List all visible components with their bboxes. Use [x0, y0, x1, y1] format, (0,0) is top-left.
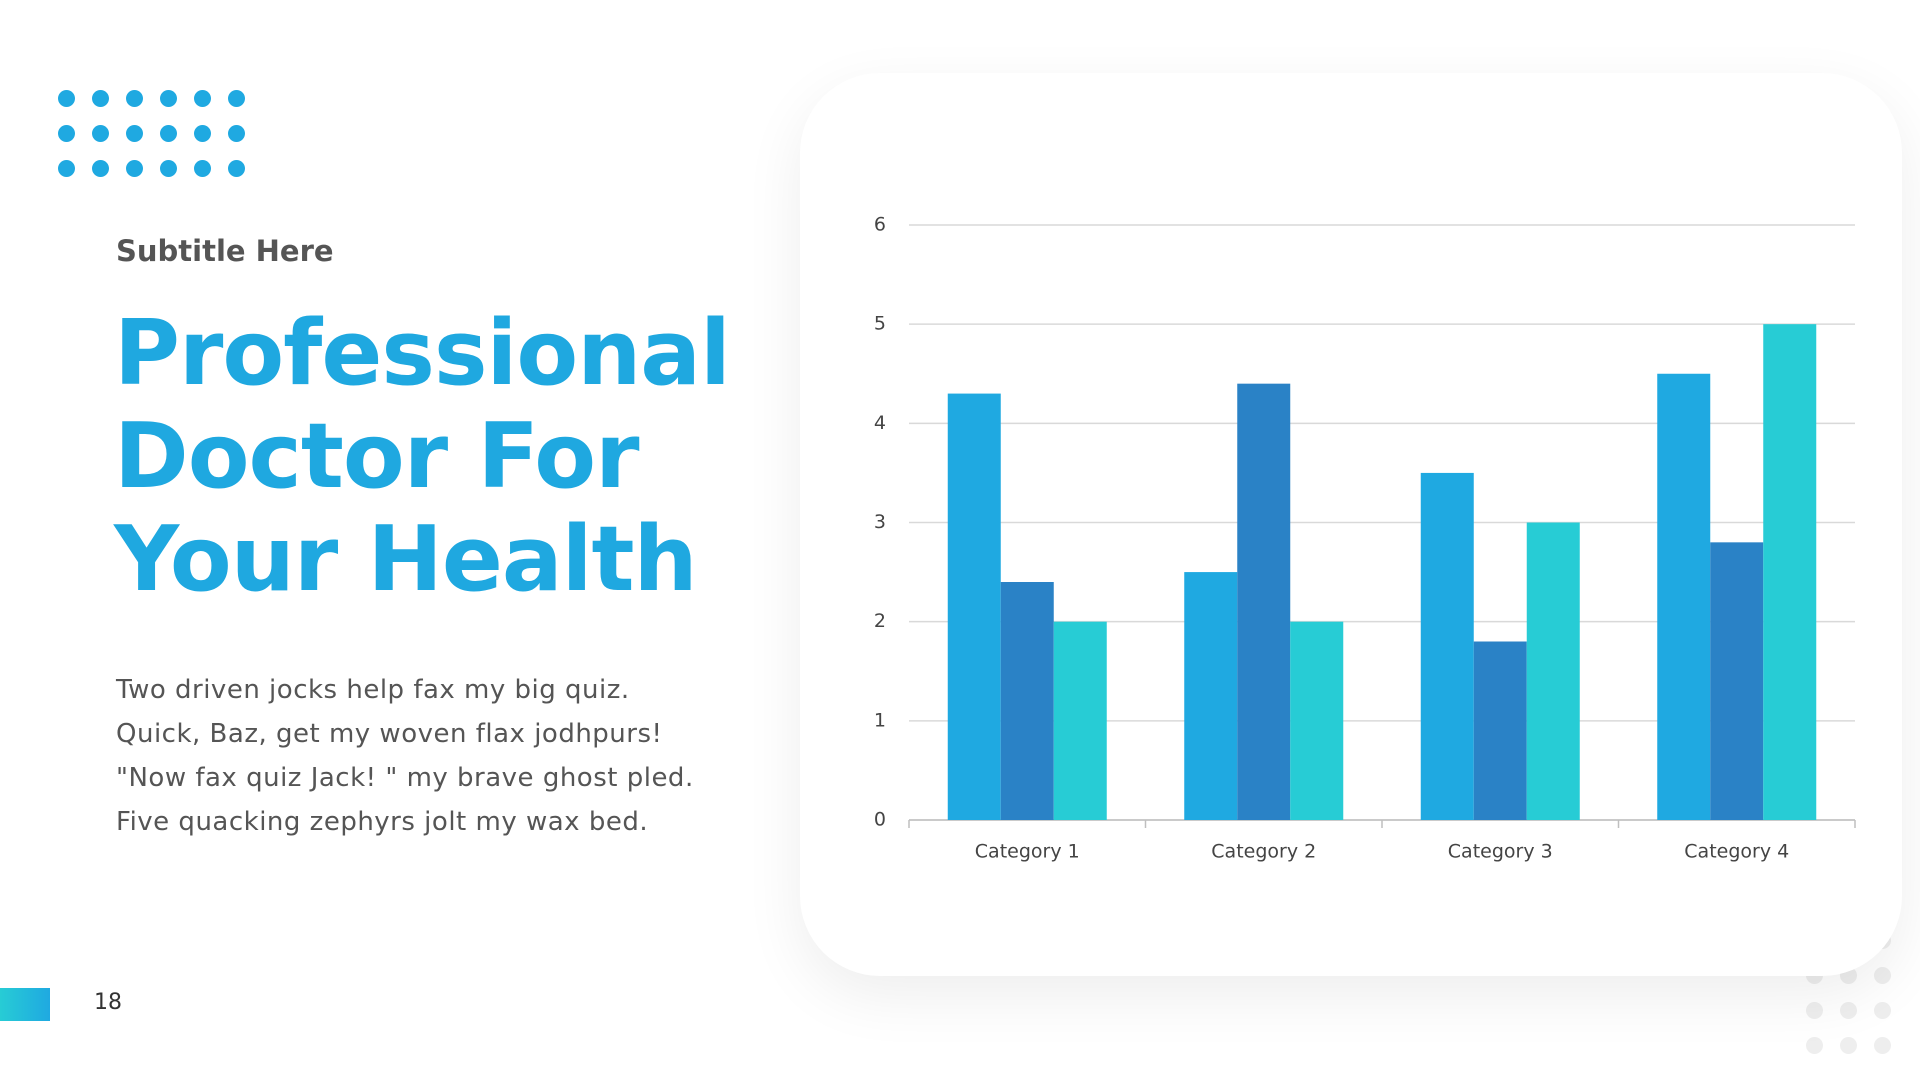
body-line: Five quacking zephyrs jolt my wax bed.	[116, 807, 649, 837]
dot	[126, 90, 143, 107]
y-tick-label: 6	[874, 214, 886, 236]
dot	[92, 90, 109, 107]
dot	[58, 125, 75, 142]
title-line: Your Health	[114, 507, 698, 612]
dot	[160, 125, 177, 142]
bar	[1053, 621, 1107, 820]
accent-block	[0, 988, 50, 1021]
body-line: "Now fax quiz Jack! " my brave ghost ple…	[116, 763, 694, 793]
dot	[194, 125, 211, 142]
body-line: Two driven jocks help fax my big quiz.	[116, 675, 630, 705]
bar	[1184, 572, 1238, 820]
dot	[160, 160, 177, 177]
y-tick-label: 3	[874, 511, 886, 533]
dot	[160, 90, 177, 107]
title-line: Doctor For	[114, 404, 640, 509]
x-tick-label: Category 1	[975, 841, 1080, 863]
y-tick-label: 2	[874, 610, 886, 632]
faint-dot	[1840, 1002, 1857, 1019]
x-tick-label: Category 4	[1684, 841, 1789, 863]
title: Professional Doctor For Your Health	[114, 301, 731, 612]
bar	[1237, 383, 1291, 820]
faint-dot	[1806, 1037, 1823, 1054]
bar	[1290, 621, 1344, 820]
bar	[1657, 373, 1711, 820]
bar	[1420, 472, 1474, 820]
y-tick-label: 0	[874, 809, 886, 831]
dot	[92, 160, 109, 177]
dot	[228, 125, 245, 142]
page-number: 18	[94, 990, 122, 1015]
body-text: Two driven jocks help fax my big quiz. Q…	[116, 668, 694, 844]
dot	[126, 125, 143, 142]
dot	[126, 160, 143, 177]
body-line: Quick, Baz, get my woven flax jodhpurs!	[116, 719, 663, 749]
subtitle: Subtitle Here	[116, 234, 334, 268]
dot	[194, 160, 211, 177]
bar	[1763, 324, 1817, 820]
dot	[228, 90, 245, 107]
y-tick-label: 5	[874, 313, 886, 335]
faint-dot	[1874, 1002, 1891, 1019]
dot	[92, 125, 109, 142]
bar	[1710, 542, 1764, 820]
bar	[1473, 641, 1527, 820]
faint-dot	[1874, 1037, 1891, 1054]
dot	[228, 160, 245, 177]
title-line: Professional	[114, 301, 731, 406]
dot	[58, 160, 75, 177]
dot	[58, 90, 75, 107]
y-tick-label: 4	[874, 412, 886, 434]
bar	[947, 393, 1001, 820]
x-tick-label: Category 2	[1211, 841, 1316, 863]
faint-dot	[1806, 1002, 1823, 1019]
faint-dot	[1874, 967, 1891, 984]
bar	[1526, 522, 1580, 820]
faint-dot	[1840, 1037, 1857, 1054]
x-tick-label: Category 3	[1448, 841, 1553, 863]
bar	[1000, 582, 1054, 820]
dot	[194, 90, 211, 107]
y-tick-label: 1	[874, 709, 886, 731]
